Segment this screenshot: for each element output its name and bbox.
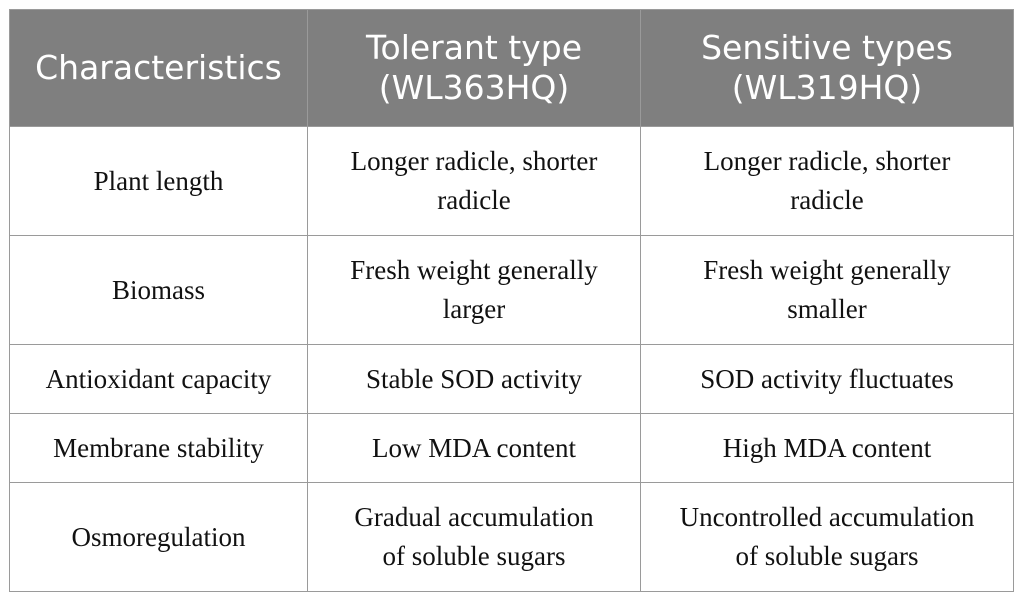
cell-characteristic: Antioxidant capacity (9, 344, 308, 414)
cell-tolerant-line1: Stable SOD activity (366, 363, 582, 394)
cell-sensitive-line1: SOD activity fluctuates (700, 363, 954, 394)
cell-characteristic-text: Biomass (111, 274, 205, 305)
cell-tolerant-line1: Gradual accumulation (354, 502, 594, 532)
comparison-table: Characteristics Tolerant type (WL363HQ) … (9, 9, 1014, 592)
cell-tolerant-line1: Longer radicle, shorter (350, 146, 598, 176)
table-row: Plant length Longer radicle, shorter rad… (9, 126, 1014, 236)
header-characteristics: Characteristics (9, 9, 308, 127)
header-sensitive-types-label: Sensitive types (701, 28, 953, 67)
cell-sensitive-line1: Fresh weight generally (703, 255, 951, 285)
table-row: Osmoregulation Gradual accumulation of s… (9, 482, 1014, 592)
cell-sensitive-line2: smaller (787, 294, 867, 324)
header-sensitive-types: Sensitive types (WL319HQ) (640, 9, 1014, 127)
cell-characteristic-text: Plant length (93, 165, 224, 196)
cell-tolerant: Low MDA content (307, 413, 641, 483)
table-header-row: Characteristics Tolerant type (WL363HQ) … (9, 9, 1014, 127)
cell-tolerant: Stable SOD activity (307, 344, 641, 414)
cell-characteristic: Plant length (9, 126, 308, 236)
header-tolerant-type-label: Tolerant type (365, 28, 583, 67)
cell-sensitive: Longer radicle, shorter radicle (640, 126, 1014, 236)
cell-sensitive: SOD activity fluctuates (640, 344, 1014, 414)
cell-characteristic: Biomass (9, 235, 308, 345)
header-characteristics-label: Characteristics (35, 48, 282, 87)
cell-characteristic-text: Membrane stability (53, 432, 264, 463)
table-row: Membrane stability Low MDA content High … (9, 413, 1014, 483)
header-tolerant-type-code: (WL363HQ) (378, 68, 570, 107)
table-row: Antioxidant capacity Stable SOD activity… (9, 344, 1014, 414)
cell-characteristic: Membrane stability (9, 413, 308, 483)
cell-sensitive: High MDA content (640, 413, 1014, 483)
comparison-table-container: Characteristics Tolerant type (WL363HQ) … (9, 9, 1014, 592)
cell-sensitive-line2: radicle (790, 185, 864, 215)
cell-tolerant: Gradual accumulation of soluble sugars (307, 482, 641, 592)
cell-sensitive-line1: High MDA content (722, 432, 932, 463)
cell-sensitive-line1: Uncontrolled accumulation (679, 502, 975, 532)
cell-tolerant-line1: Fresh weight generally (350, 255, 598, 285)
cell-sensitive: Fresh weight generally smaller (640, 235, 1014, 345)
cell-tolerant: Fresh weight generally larger (307, 235, 641, 345)
cell-tolerant-line2: radicle (437, 185, 511, 215)
cell-sensitive-line2: of soluble sugars (735, 541, 919, 571)
cell-characteristic: Osmoregulation (9, 482, 308, 592)
header-tolerant-type: Tolerant type (WL363HQ) (307, 9, 641, 127)
cell-tolerant-line1: Low MDA content (372, 432, 576, 463)
table-row: Biomass Fresh weight generally larger Fr… (9, 235, 1014, 345)
header-sensitive-types-code: (WL319HQ) (731, 68, 923, 107)
cell-tolerant-line2: of soluble sugars (382, 541, 566, 571)
cell-characteristic-text: Antioxidant capacity (45, 363, 272, 394)
cell-sensitive-line1: Longer radicle, shorter (703, 146, 951, 176)
cell-characteristic-text: Osmoregulation (71, 521, 246, 552)
cell-tolerant-line2: larger (442, 294, 506, 324)
cell-tolerant: Longer radicle, shorter radicle (307, 126, 641, 236)
cell-sensitive: Uncontrolled accumulation of soluble sug… (640, 482, 1014, 592)
